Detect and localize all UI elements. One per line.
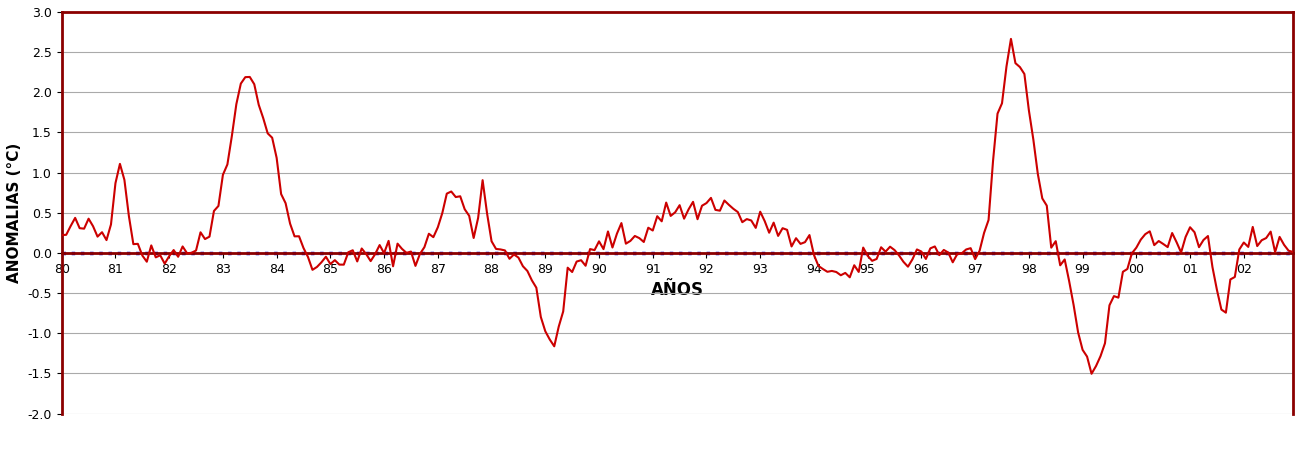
- Y-axis label: ANOMALIAS (°C): ANOMALIAS (°C): [6, 143, 22, 283]
- X-axis label: AÑOS: AÑOS: [651, 281, 703, 299]
